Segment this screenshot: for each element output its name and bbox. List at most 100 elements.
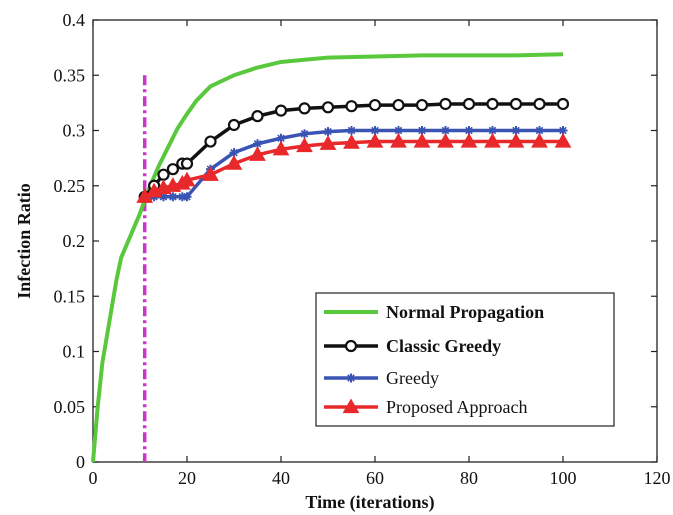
y-tick-label: 0.2 (63, 231, 86, 251)
data-point (531, 133, 548, 148)
x-axis-label: Time (iterations) (305, 492, 434, 513)
data-point (366, 133, 384, 148)
star-stroke (465, 126, 473, 135)
data-point (168, 192, 178, 202)
star-stroke (418, 126, 426, 135)
data-point (439, 97, 452, 111)
series-proposed-approach (136, 133, 572, 203)
data-point (558, 126, 568, 135)
axis-labels: Time (iterations) Infection Ratio (14, 183, 435, 513)
data-point (484, 133, 501, 148)
star-stroke (347, 374, 355, 382)
y-axis-label: Infection Ratio (14, 183, 34, 299)
star-stroke (394, 126, 403, 135)
data-point (347, 126, 356, 135)
star-stroke (230, 148, 238, 157)
data-point (507, 133, 525, 148)
data-point (460, 133, 478, 148)
data-point (274, 104, 288, 117)
star-stroke (347, 126, 356, 135)
x-tick-label: 0 (89, 468, 98, 488)
series-layer (91, 52, 572, 463)
x-tick-label: 40 (272, 468, 290, 488)
data-point (486, 97, 499, 111)
y-tick-label: 0.15 (54, 286, 86, 306)
series-line (144, 128, 563, 199)
star-stroke (183, 193, 191, 201)
star-stroke (169, 193, 177, 201)
x-tick-label: 100 (550, 468, 577, 488)
data-point (272, 140, 290, 156)
legend-swatch-marker (346, 373, 356, 383)
data-point (166, 163, 179, 176)
y-tick-label: 0.1 (63, 342, 86, 362)
legend-label: Greedy (386, 368, 439, 388)
data-point (437, 133, 454, 148)
data-point (462, 97, 476, 111)
data-point (202, 166, 219, 181)
axis-ticks: 0 20 40 60 80 100 120 0 0.05 0.1 0.15 0.2 0.25 0.3 0.3… (54, 10, 671, 488)
legend-swatch-marker (344, 339, 358, 353)
data-point (157, 168, 170, 181)
x-tick-label: 20 (178, 468, 196, 488)
y-tick-label: 0.4 (63, 10, 86, 30)
data-point (368, 98, 382, 112)
star-stroke (535, 126, 544, 135)
data-point (300, 129, 309, 139)
data-point (415, 98, 429, 112)
star-stroke (324, 127, 332, 136)
series-line (91, 52, 564, 463)
star-stroke (441, 126, 450, 135)
legend-box (315, 292, 615, 427)
data-point (225, 155, 243, 170)
y-tick-label: 0.35 (54, 65, 86, 85)
star-stroke (512, 126, 520, 135)
star-stroke (159, 193, 168, 201)
legend-label: Proposed Approach (386, 397, 527, 417)
star-stroke (371, 126, 379, 135)
data-point (533, 97, 546, 111)
x-tick-label: 60 (366, 468, 384, 488)
data-point (441, 126, 450, 135)
star-stroke (277, 134, 285, 143)
star-stroke (253, 139, 262, 148)
data-point (180, 157, 194, 170)
data-point (251, 110, 264, 123)
data-point (182, 192, 192, 202)
data-point (319, 135, 337, 150)
y-tick-label: 0.3 (63, 121, 86, 141)
star-stroke (488, 126, 497, 135)
data-point (464, 126, 474, 135)
legend-swatch-marker (342, 398, 360, 414)
y-tick-label: 0.25 (54, 176, 86, 196)
data-point (345, 100, 358, 113)
data-point (413, 133, 431, 148)
legend-label: Normal Propagation (386, 302, 544, 322)
data-point (178, 171, 196, 187)
data-point (343, 134, 360, 149)
y-tick-label: 0 (76, 452, 85, 472)
data-point (509, 97, 523, 111)
data-point (227, 118, 241, 132)
data-point (321, 101, 335, 114)
data-point (556, 97, 570, 111)
star-stroke (559, 126, 567, 135)
star-stroke (300, 130, 309, 138)
data-point (298, 102, 311, 115)
data-point (253, 139, 262, 149)
legend: Normal Propagation Classic Greedy Greedy Pr… (315, 292, 615, 427)
y-tick-label: 0.05 (54, 397, 86, 417)
legend-label: Classic Greedy (386, 336, 501, 356)
series-normal-propagation (91, 52, 564, 463)
data-point (554, 133, 572, 148)
series-classic-greedy (138, 97, 570, 203)
x-tick-label: 120 (644, 468, 671, 488)
x-tick-label: 80 (460, 468, 478, 488)
data-point (323, 127, 333, 137)
data-point (296, 137, 313, 153)
data-point (392, 98, 405, 112)
data-point (204, 135, 217, 148)
data-point (390, 133, 407, 148)
data-point (249, 146, 266, 161)
